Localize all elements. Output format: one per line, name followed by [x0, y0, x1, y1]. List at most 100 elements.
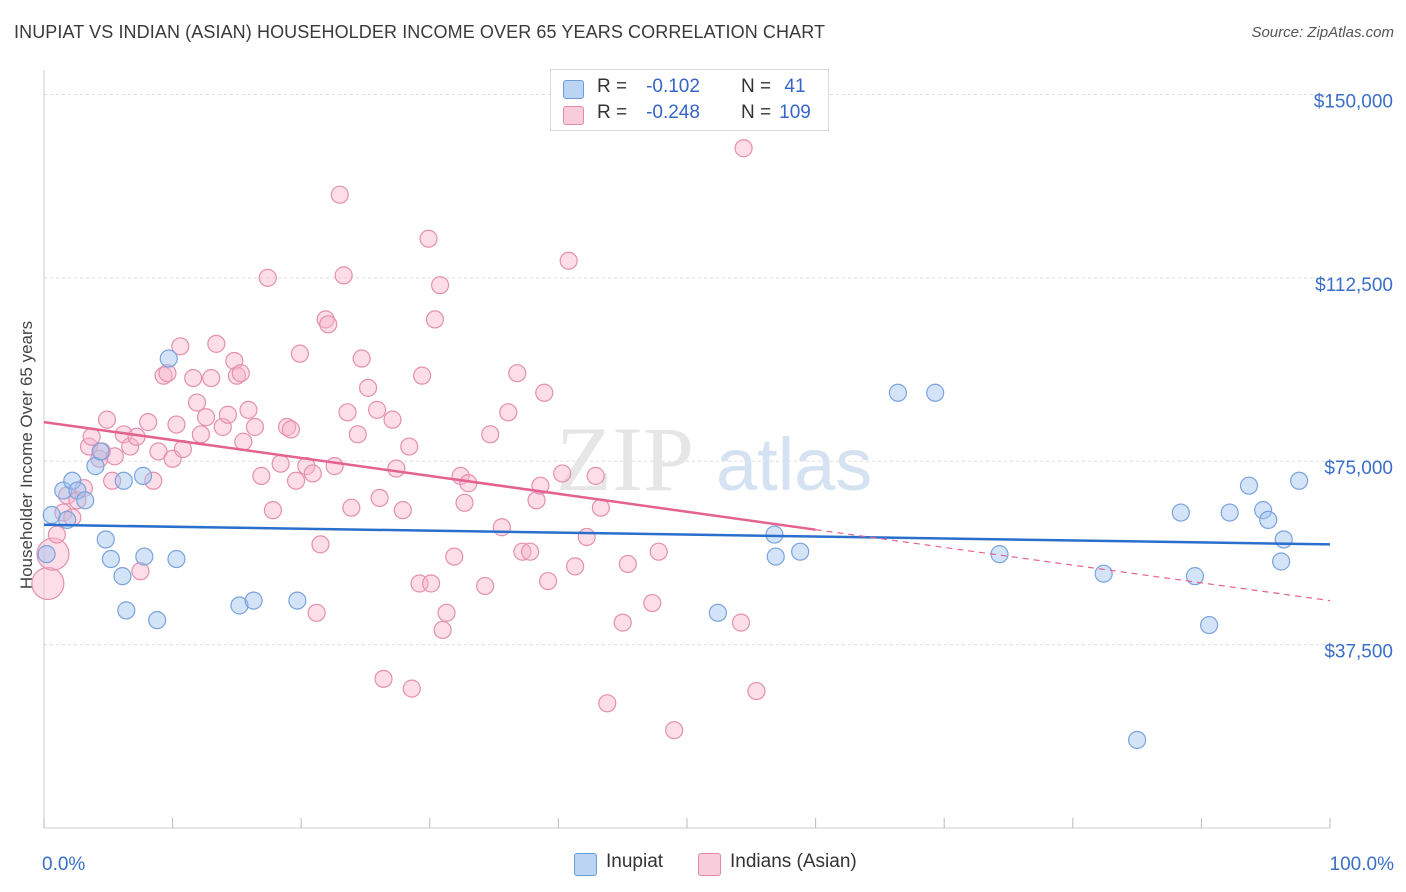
indian-point-96 — [559, 251, 578, 270]
inupiat-point-10 — [101, 549, 120, 569]
indian-point-44 — [263, 501, 283, 520]
indian-point-89 — [513, 542, 532, 561]
inupiat-trend-line — [43, 523, 1331, 546]
indian-point-95 — [553, 464, 572, 483]
indian-point-67 — [383, 410, 402, 429]
inupiat-point-13 — [114, 471, 133, 490]
inupiat-point-9 — [96, 530, 115, 549]
indian-point-58 — [334, 266, 353, 285]
indian-point-103 — [618, 554, 637, 574]
inupiat-point-36 — [1254, 501, 1273, 520]
source-label: Source: ZipAtlas.com — [1251, 24, 1394, 41]
inupiat-point-18 — [167, 549, 186, 569]
indian-point-32 — [202, 368, 221, 388]
inupiat-point-11 — [113, 567, 132, 586]
inupiat-point-32 — [1185, 567, 1205, 586]
indian-point-107 — [731, 613, 751, 632]
indian-point-56 — [325, 457, 344, 476]
indian-point-51 — [303, 464, 322, 483]
indian-point-76 — [425, 310, 445, 329]
indian-point-26 — [171, 337, 190, 356]
inupiat-point-33 — [1200, 615, 1219, 635]
x-tick-label-0: 0.0% — [42, 854, 85, 875]
indian-point-94 — [539, 571, 558, 591]
indian-point-71 — [402, 679, 421, 698]
inupiat-point-34 — [1220, 503, 1239, 522]
trend-lines — [43, 420, 1331, 602]
indian-point-2 — [47, 525, 66, 544]
legend-n-label: N = — [741, 76, 772, 97]
indian-point-65 — [370, 488, 389, 508]
indian-point-108 — [734, 139, 753, 158]
inupiat-point-4 — [63, 471, 82, 490]
inupiat-point-24 — [766, 547, 785, 566]
legend-row-indian: R = -0.248 N = 109 — [563, 102, 823, 126]
indian-point-49 — [290, 344, 310, 363]
inupiat-point-5 — [68, 481, 87, 500]
indian-point-25 — [167, 415, 186, 434]
legend-swatch-inupiat — [563, 80, 584, 99]
inupiat-point-21 — [288, 591, 307, 610]
tick-labels: $37,500 $75,000 $112,500 $150,000 0.0% 100.0% — [42, 91, 1394, 875]
watermark-zip: ZIP — [556, 408, 694, 510]
indian-point-38 — [231, 364, 250, 383]
inupiat-point-40 — [1290, 471, 1309, 490]
indian-point-80 — [445, 547, 464, 566]
y-tick-label-0: $37,500 — [1324, 642, 1393, 663]
indian-point-86 — [492, 518, 511, 537]
indian-point-16 — [121, 437, 140, 456]
inupiat-point-14 — [133, 466, 153, 485]
indian-point-48 — [286, 471, 306, 490]
inupiat-point-38 — [1272, 552, 1291, 571]
indian-point-60 — [342, 498, 361, 517]
indian-point-101 — [598, 694, 617, 713]
axes — [43, 70, 1331, 829]
inupiat-point-25 — [791, 542, 810, 561]
inupiat-point-37 — [1259, 510, 1278, 530]
indian-point-90 — [521, 542, 540, 561]
indian-point-57 — [330, 185, 349, 204]
y-tick-label-3: $150,000 — [1314, 91, 1393, 112]
inupiat-point-22 — [708, 603, 727, 622]
indian-point-62 — [352, 349, 371, 368]
indian-point-28 — [184, 368, 203, 388]
indian-point-33 — [207, 334, 226, 353]
inupiat-point-15 — [135, 547, 154, 566]
indian-point-73 — [412, 366, 432, 385]
inupiat-point-16 — [148, 611, 167, 630]
indian-point-106 — [665, 721, 684, 740]
indian-point-61 — [348, 425, 367, 444]
indian-point-52 — [307, 603, 326, 622]
inupiat-points — [37, 349, 1309, 750]
correlation-legend: R = -0.102 N = 41 R = -0.248 N = 109 — [550, 69, 829, 131]
indian-point-59 — [338, 403, 357, 422]
indian-trend-line — [43, 420, 816, 531]
inupiat-point-35 — [1239, 476, 1259, 495]
indian-point-68 — [387, 459, 406, 478]
indian-point-53 — [311, 535, 330, 554]
bottom-legend-swatch-inupiat — [574, 853, 597, 876]
legend-r-value: -0.248 — [646, 102, 700, 123]
indian-point-0 — [31, 566, 65, 601]
legend-r-value: -0.102 — [646, 76, 700, 97]
legend-row-inupiat: R = -0.102 N = 41 — [563, 76, 823, 100]
indian-point-30 — [191, 425, 210, 444]
inupiat-point-29 — [1094, 564, 1113, 583]
y-tick-label-2: $112,500 — [1315, 275, 1393, 296]
indian-point-42 — [252, 466, 271, 485]
indian-point-31 — [196, 408, 216, 427]
watermark: ZIP atlas — [556, 408, 872, 510]
inupiat-point-31 — [1171, 503, 1190, 522]
inupiat-point-19 — [230, 596, 249, 615]
indian-point-14 — [105, 447, 124, 466]
indian-point-18 — [131, 562, 150, 581]
indian-point-43 — [258, 268, 277, 287]
indian-point-102 — [613, 613, 632, 632]
bottom-legend-label-inupiat: Inupiat — [606, 851, 664, 872]
legend-n-label: N = — [741, 102, 772, 123]
indian-point-45 — [271, 454, 290, 473]
indian-point-70 — [400, 437, 419, 456]
indian-point-77 — [430, 276, 450, 295]
watermark-atlas: atlas — [716, 423, 872, 506]
inupiat-point-6 — [76, 491, 95, 510]
